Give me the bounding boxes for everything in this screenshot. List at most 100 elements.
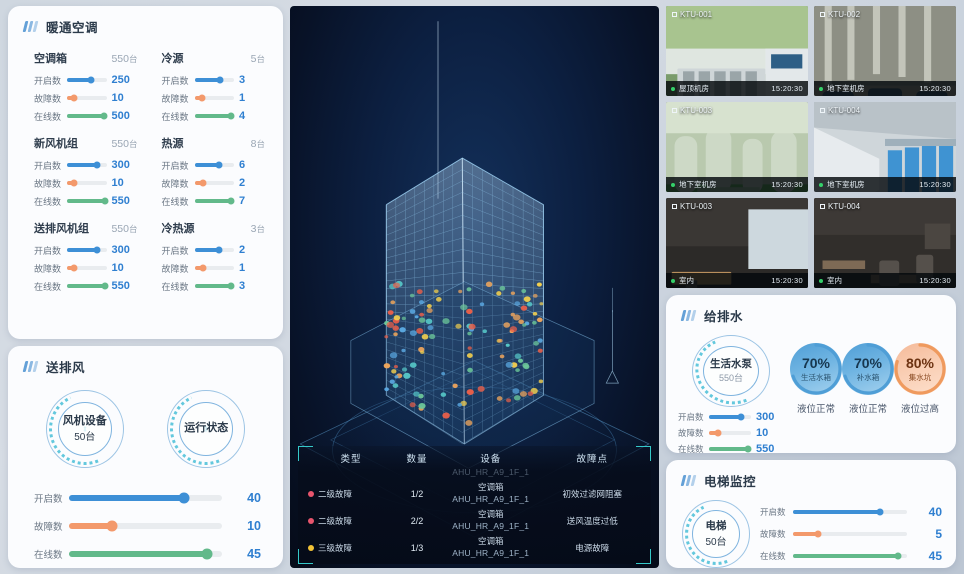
- right-column: KTU-001 屋顶机房 15:20:30 KTU-002 地下室机房 15:20:30 K…: [666, 6, 956, 574]
- camera-info-bar: 地下室机房 15:20:30: [666, 177, 808, 192]
- slider-knob[interactable]: [70, 264, 78, 272]
- fan-panel: 送排风 风机设备 50台: [8, 346, 283, 568]
- elevator-gauge: 电梯 50台: [676, 494, 756, 574]
- alarm-row[interactable]: 二级故障 1/2 空调箱 AHU_HR_A9_1F_1 初效过滤网阻塞: [298, 480, 651, 507]
- slider-knob[interactable]: [178, 492, 190, 504]
- elevator-panel: 电梯监控 电梯 50台 开启数 40 故障数 5 在线数 45: [666, 460, 956, 574]
- slider-track[interactable]: [69, 548, 222, 560]
- tank-status: 液位正常: [848, 404, 887, 415]
- slider-track[interactable]: [709, 445, 752, 453]
- alarm-col-fault: 故障点: [576, 454, 608, 465]
- alarm-severity-dot: [308, 544, 314, 551]
- slider-knob[interactable]: [100, 112, 108, 120]
- camera-location: 地下室机房: [671, 179, 717, 190]
- status-led-icon: [671, 278, 675, 283]
- slider-knob[interactable]: [894, 552, 902, 560]
- slider-track[interactable]: [793, 552, 907, 560]
- slider-value: 550: [111, 195, 130, 207]
- slider-track[interactable]: [194, 161, 234, 169]
- slider-track[interactable]: [709, 429, 751, 437]
- slider-knob[interactable]: [70, 179, 78, 187]
- slider-knob[interactable]: [199, 264, 207, 272]
- camera-tile[interactable]: KTU-001 屋顶机房 15:20:30: [666, 6, 808, 96]
- slider-track[interactable]: [67, 179, 107, 187]
- water-panel-body: 生活水泵 550台 开启数 300 故障数 10 在线数 550 70% 生活水箱 液位正常 7…: [666, 327, 956, 457]
- slider-track[interactable]: [67, 161, 107, 169]
- slider-track[interactable]: [793, 508, 907, 516]
- alarm-col-device: 设备: [480, 454, 502, 465]
- slider-knob[interactable]: [227, 197, 235, 205]
- slider-track[interactable]: [194, 112, 235, 120]
- camera-tile[interactable]: KTU-004 地下室机房 15:20:30: [814, 102, 956, 192]
- slider-knob[interactable]: [215, 246, 223, 254]
- fan-panel-header: 送排风: [8, 346, 283, 380]
- slider-knob[interactable]: [106, 520, 118, 532]
- camera-tile[interactable]: KTU-002 地下室机房 15:20:30: [814, 6, 956, 96]
- alarm-severity-dot: [308, 490, 314, 497]
- slider-track[interactable]: [69, 520, 222, 532]
- corner-mark-tr: [636, 446, 651, 461]
- slider-knob[interactable]: [714, 429, 722, 437]
- hvac-slider-row: 故障数 10: [24, 259, 142, 277]
- slider-knob[interactable]: [93, 161, 101, 169]
- slider-track[interactable]: [194, 246, 234, 254]
- slider-knob[interactable]: [227, 282, 235, 290]
- slider-track[interactable]: [194, 94, 234, 102]
- slider-track[interactable]: [67, 94, 107, 102]
- hvac-group-header: 送排风机组 550台: [24, 220, 142, 241]
- tank-status: 液位正常: [796, 404, 835, 415]
- slider-track[interactable]: [67, 112, 108, 120]
- alarm-device: 空调箱 AHU_HR_A9_1F_1: [452, 482, 530, 504]
- tank-level-circle: 70% 补水箱: [842, 343, 894, 395]
- alarm-row[interactable]: 三级故障 1/3 空调箱 AHU_HR_A9_1F_1 电源故障: [298, 534, 651, 561]
- slider-value: 1: [239, 92, 246, 104]
- slider-track[interactable]: [194, 264, 234, 272]
- camera-icon: [672, 108, 677, 113]
- camera-tile[interactable]: KTU-004 室内 15:20:30: [814, 198, 956, 288]
- slider-track[interactable]: [194, 76, 234, 84]
- hvac-group-header: 空调箱 550台: [24, 50, 142, 71]
- camera-tile[interactable]: KTU-003 地下室机房 15:20:30: [666, 102, 808, 192]
- tank-arc-icon: [842, 343, 894, 395]
- hvac-slider-row: 开启数 300: [24, 241, 142, 259]
- slider-knob[interactable]: [198, 94, 206, 102]
- tank-arc-icon: [790, 343, 842, 395]
- slider-knob[interactable]: [101, 282, 109, 290]
- slider-knob[interactable]: [814, 530, 822, 538]
- slider-track[interactable]: [709, 413, 751, 421]
- slider-track[interactable]: [69, 492, 222, 504]
- slider-knob[interactable]: [93, 246, 101, 254]
- slider-knob[interactable]: [227, 112, 235, 120]
- slider-knob[interactable]: [199, 179, 207, 187]
- slider-track[interactable]: [194, 179, 234, 187]
- alarm-row[interactable]: 二级故障 2/2 空调箱 AHU_HR_A9_1F_1 送风温度过低: [298, 507, 651, 534]
- slider-track[interactable]: [67, 282, 109, 290]
- building-3d-view[interactable]: 类型 数量 设备 故障点 AHU_HR_A9_1F_1 二级故障 1/2 空调箱 AHU…: [290, 6, 659, 568]
- slider-knob[interactable]: [216, 76, 224, 84]
- slider-knob[interactable]: [70, 94, 78, 102]
- slider-track[interactable]: [67, 76, 107, 84]
- slider-track[interactable]: [67, 197, 109, 205]
- slider-knob[interactable]: [201, 548, 213, 560]
- slider-knob[interactable]: [737, 413, 745, 421]
- slider-knob[interactable]: [744, 445, 752, 453]
- slider-knob[interactable]: [87, 76, 95, 84]
- slider-knob[interactable]: [101, 197, 109, 205]
- slider-track[interactable]: [67, 264, 107, 272]
- tank-name: 集水坑: [908, 372, 932, 382]
- slider-label: 故障数: [34, 178, 62, 189]
- slider-knob[interactable]: [215, 161, 223, 169]
- slider-track[interactable]: [194, 282, 235, 290]
- camera-tile[interactable]: KTU-003 室内 15:20:30: [666, 198, 808, 288]
- slider-fill: [67, 284, 105, 288]
- slider-label: 开启数: [161, 160, 189, 171]
- slider-track[interactable]: [194, 197, 235, 205]
- alarm-qty: 1/2: [410, 488, 424, 499]
- tank-percent: 80%: [905, 354, 935, 371]
- slider-track[interactable]: [67, 246, 107, 254]
- hvac-slider-row: 开启数 6: [152, 156, 270, 174]
- slider-knob[interactable]: [876, 508, 884, 516]
- gauge-outer-ring: [45, 390, 124, 468]
- slider-track[interactable]: [793, 530, 907, 538]
- slider-label: 故障数: [161, 93, 189, 104]
